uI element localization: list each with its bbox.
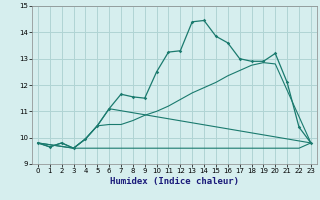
X-axis label: Humidex (Indice chaleur): Humidex (Indice chaleur) [110,177,239,186]
